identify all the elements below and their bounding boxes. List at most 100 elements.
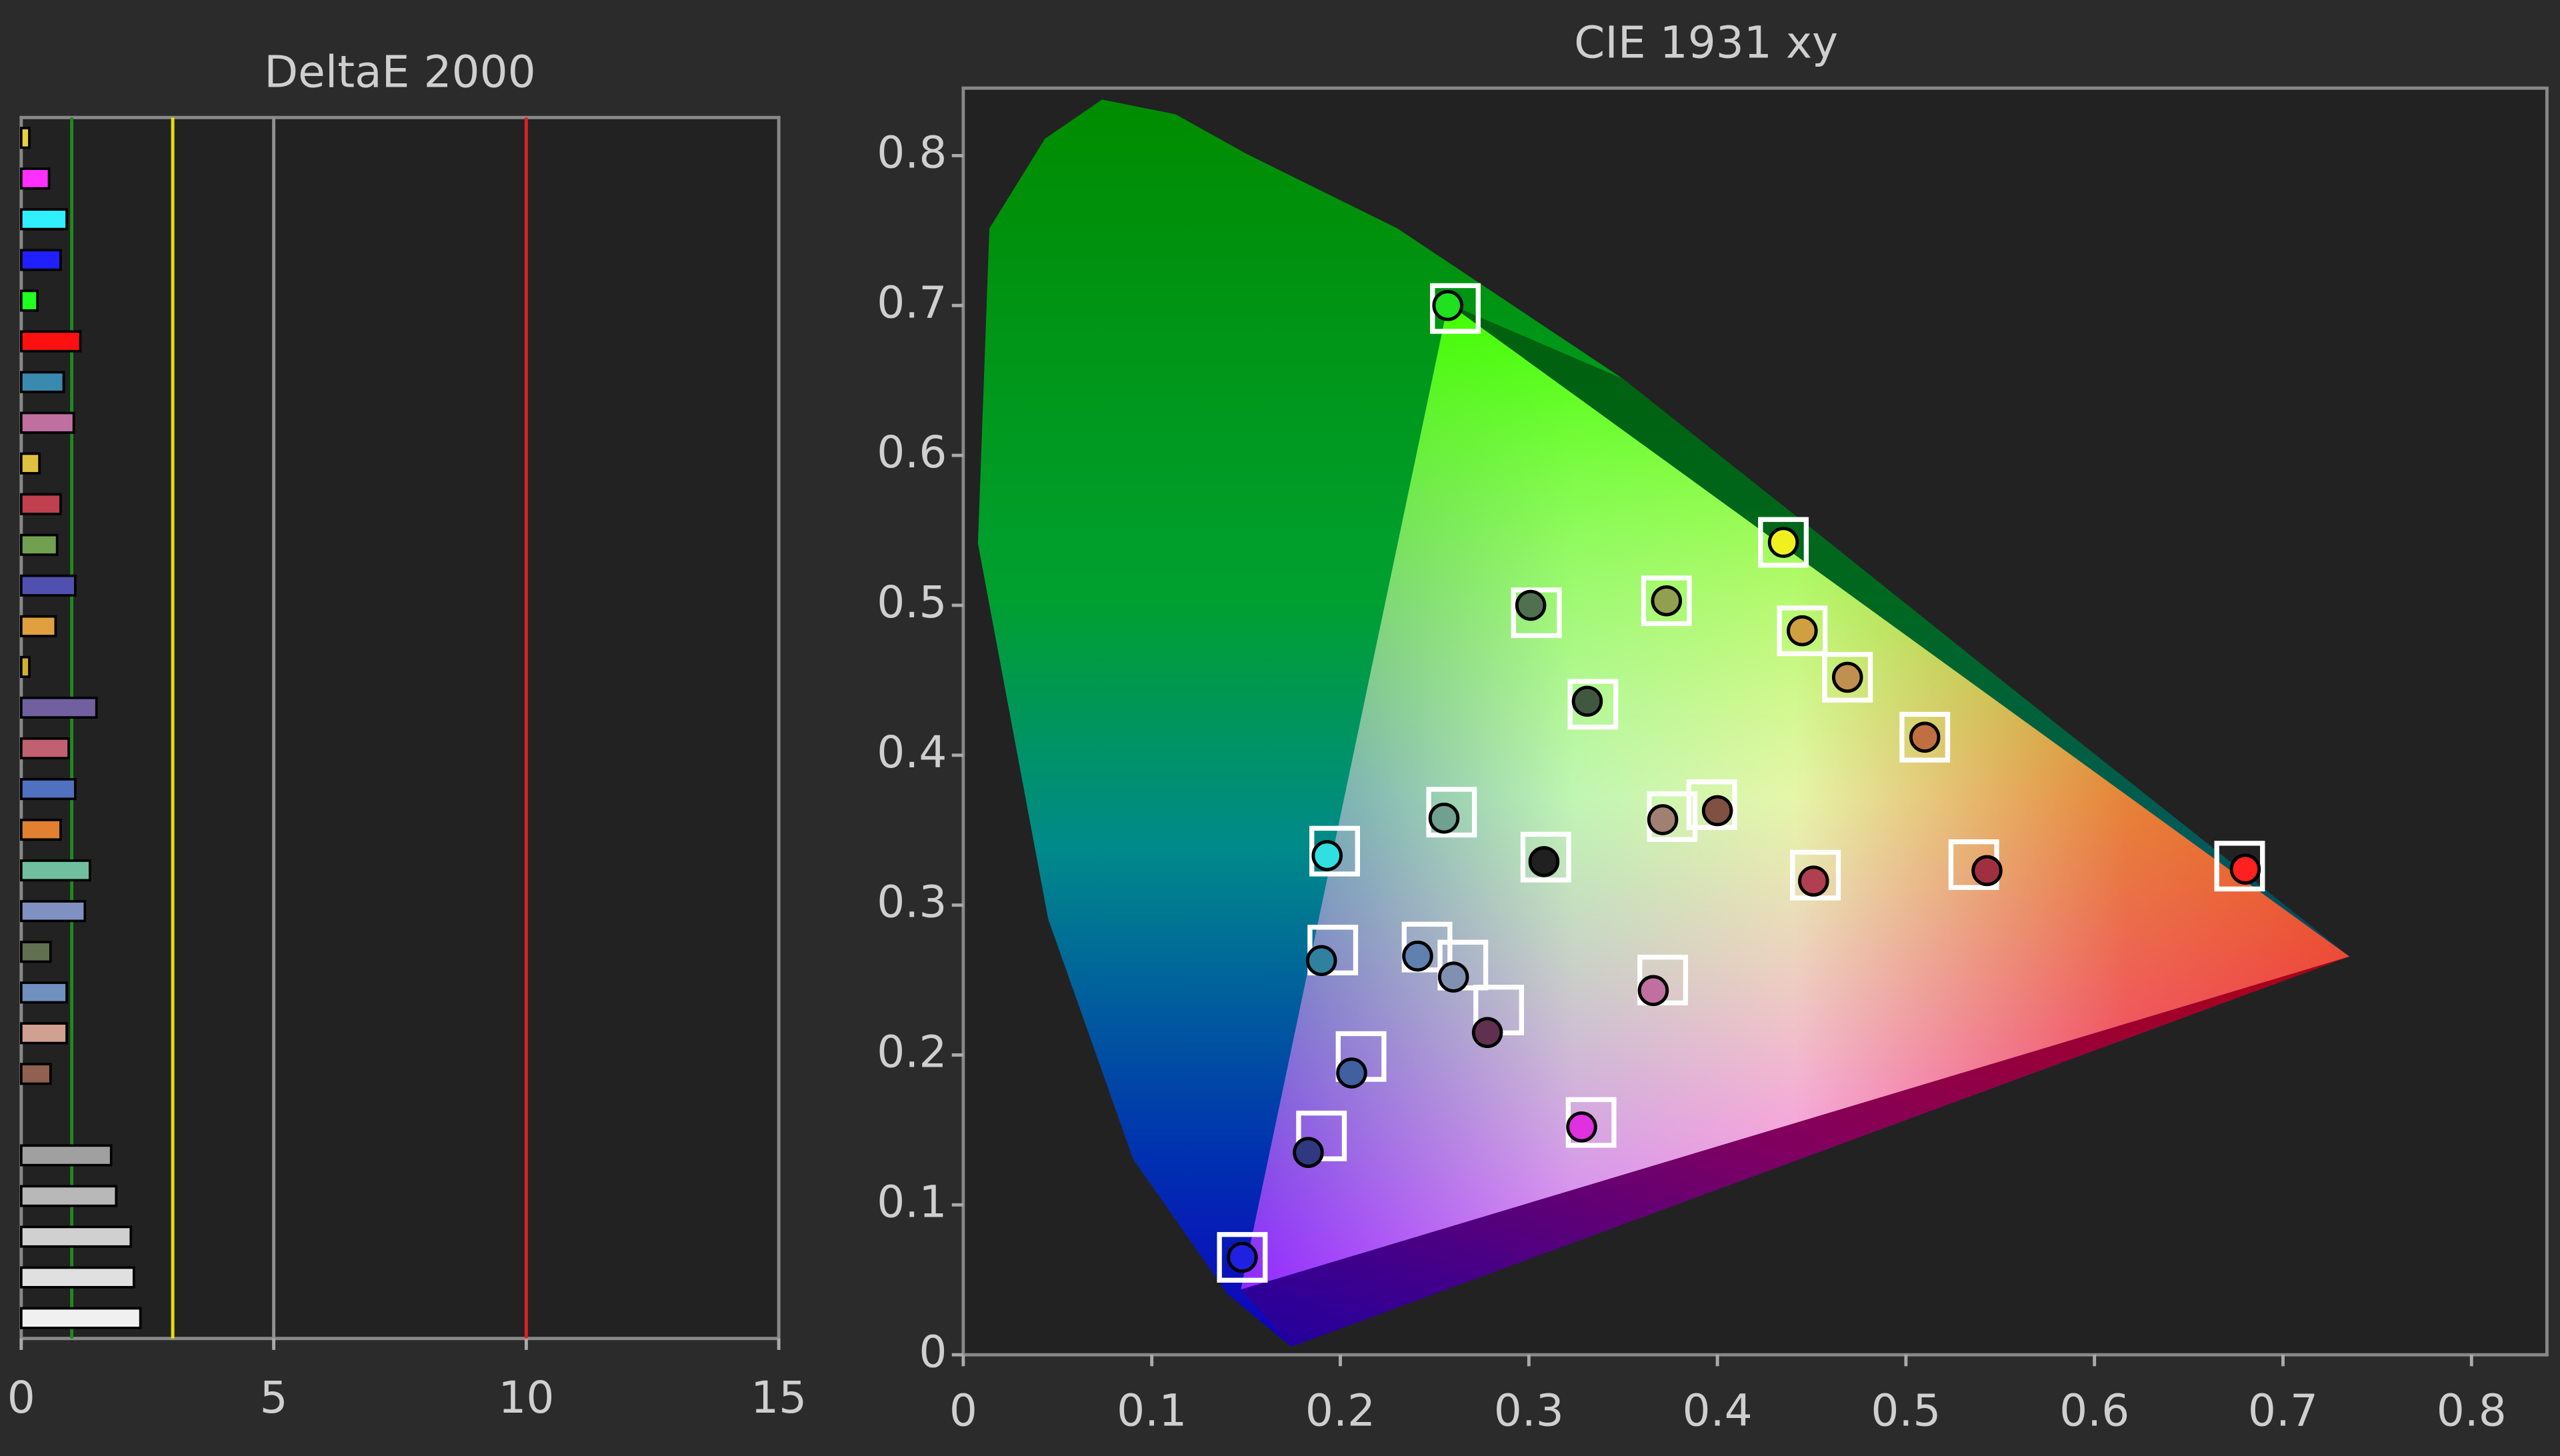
- target-marker: [1777, 605, 1828, 657]
- x-tick-label: 10: [498, 1372, 554, 1423]
- target-marker: [1567, 679, 1619, 730]
- measured-point: [1647, 804, 1679, 835]
- measured-point: [1432, 289, 1463, 321]
- x-tick-label: 15: [751, 1372, 807, 1423]
- x-tick-label: 0: [949, 1385, 977, 1436]
- target-marker: [1520, 831, 1571, 883]
- measured-point: [1428, 802, 1460, 834]
- target-marker: [1758, 517, 1809, 568]
- bar: [20, 452, 41, 475]
- bar: [19, 859, 91, 882]
- measured-point: [1227, 1241, 1258, 1273]
- bar: [20, 533, 59, 556]
- target-marker: [1686, 779, 1737, 830]
- x-tick-label: 0.8: [2437, 1385, 2507, 1436]
- target-marker: [1822, 651, 1873, 703]
- bar: [20, 819, 62, 841]
- bar: [20, 1225, 133, 1248]
- bar: [20, 615, 57, 637]
- target-marker: [1217, 1232, 1268, 1283]
- x-tick-label: 0.2: [1305, 1385, 1375, 1436]
- measured-point: [1305, 945, 1337, 977]
- measured-point: [1336, 1057, 1367, 1089]
- y-tick-label: 0.1: [877, 1176, 947, 1227]
- measured-point: [1798, 865, 1829, 897]
- bar: [20, 371, 65, 393]
- y-tick-label: 0.3: [877, 877, 947, 928]
- measured-point: [1437, 961, 1469, 993]
- target-marker: [1309, 825, 1360, 877]
- x-tick-label: 5: [260, 1372, 288, 1423]
- x-tick-label: 0.1: [1117, 1385, 1187, 1436]
- bar: [20, 1266, 135, 1289]
- bar: [20, 737, 70, 760]
- x-tick-label: 0.3: [1494, 1385, 1564, 1436]
- bar: [20, 1307, 142, 1329]
- bar: [20, 289, 39, 312]
- target-marker: [1637, 955, 1689, 1006]
- measured-point: [1566, 1111, 1597, 1143]
- bar: [20, 493, 62, 515]
- bar: [20, 941, 52, 963]
- bar: [20, 411, 75, 434]
- chart-title: CIE 1931 xy: [1574, 17, 1838, 69]
- measured-point: [1471, 1017, 1503, 1049]
- measured-point: [1651, 585, 1683, 617]
- bar: [20, 1185, 118, 1207]
- measured-point: [2229, 853, 2261, 885]
- y-tick-label: 0.4: [877, 727, 947, 778]
- bar: [20, 167, 51, 190]
- measured-point: [1402, 940, 1433, 972]
- bar: [20, 655, 31, 678]
- bar: [20, 1144, 113, 1167]
- x-tick-label: 0.4: [1683, 1385, 1753, 1436]
- x-tick-label: 0.6: [2059, 1385, 2129, 1436]
- cie-chart: CIE 1931 xy 0 0.1 0.2 0.3 0.4 0.5 0.6 0.7 0.8 0 0.…: [877, 17, 2549, 1436]
- bar: [20, 1022, 68, 1045]
- bar: [20, 127, 31, 149]
- x-tick-label: 0: [7, 1372, 35, 1423]
- target-marker: [1307, 925, 1359, 976]
- measured-point: [1701, 795, 1733, 827]
- measured-point: [1787, 615, 1818, 647]
- measured-point: [1293, 1137, 1324, 1168]
- y-tick-label: 0: [919, 1326, 947, 1377]
- target-marker: [1401, 921, 1453, 973]
- bar: [20, 900, 87, 923]
- bar: [19, 330, 82, 353]
- chart-title: DeltaE 2000: [264, 47, 535, 98]
- gamut-overlay: [1241, 303, 2350, 1290]
- bar: [20, 778, 77, 801]
- bar: [20, 574, 77, 597]
- target-marker: [1641, 575, 1692, 627]
- y-tick-label: 0.6: [877, 427, 947, 478]
- delta-e-chart: DeltaE 2000 0 5 10 15: [7, 47, 807, 1423]
- target-marker: [2214, 841, 2265, 892]
- measured-point: [1831, 661, 1863, 693]
- target-marker: [1790, 849, 1841, 901]
- plot-area: [19, 115, 781, 1341]
- target-marker: [1426, 787, 1477, 838]
- purple-region: [1241, 956, 2350, 1347]
- x-tick-label: 0.7: [2248, 1385, 2318, 1436]
- measured-point: [1767, 527, 1799, 558]
- x-tick-label: 0.5: [1871, 1385, 1941, 1436]
- bar: [20, 981, 68, 1004]
- measured-point: [1515, 589, 1547, 621]
- target-marker: [1899, 711, 1951, 763]
- bar: [20, 208, 68, 231]
- target-marker: [1430, 283, 1481, 334]
- y-tick-label: 0.8: [877, 127, 947, 178]
- measured-point: [1528, 846, 1560, 877]
- y-tick-label: 0.2: [877, 1027, 947, 1078]
- measured-point: [1909, 721, 1941, 753]
- measured-point: [1637, 975, 1669, 1007]
- bar: [20, 249, 62, 271]
- bar: [20, 696, 98, 719]
- y-tick-label: 0.7: [877, 277, 947, 328]
- measured-point: [1571, 685, 1603, 717]
- bar: [20, 1063, 52, 1085]
- target-marker: [1511, 587, 1562, 639]
- y-tick-label: 0.5: [877, 577, 947, 628]
